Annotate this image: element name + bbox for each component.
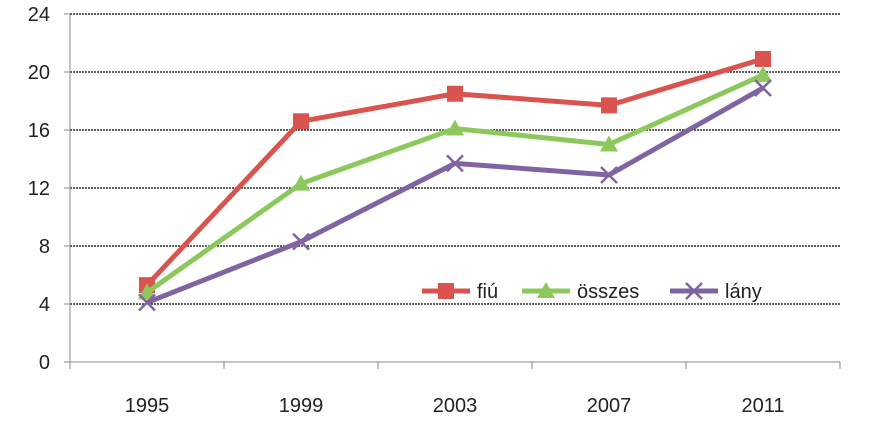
series-group bbox=[138, 50, 772, 312]
data-point bbox=[447, 85, 463, 102]
y-tick-label: 16 bbox=[28, 120, 50, 142]
y-tick-label: 0 bbox=[39, 352, 50, 374]
data-point bbox=[138, 283, 156, 300]
x-tick-label: 1999 bbox=[279, 395, 324, 417]
series-1 bbox=[138, 65, 772, 300]
legend-label: lány bbox=[725, 281, 762, 303]
series-2 bbox=[138, 79, 772, 312]
y-tick-label: 20 bbox=[28, 62, 50, 84]
data-point bbox=[293, 113, 309, 130]
data-point bbox=[292, 232, 310, 251]
y-tick-label: 24 bbox=[28, 4, 50, 26]
data-point bbox=[600, 166, 618, 184]
x-axis: 1995 1999 2003 2007 2011 bbox=[69, 361, 841, 417]
data-point bbox=[755, 50, 771, 67]
legend: fiú összes lány bbox=[422, 281, 762, 303]
y-tick-label: 4 bbox=[39, 294, 50, 316]
legend-marker bbox=[685, 282, 703, 300]
data-point bbox=[138, 293, 156, 312]
x-tick-label: 1995 bbox=[125, 395, 170, 417]
data-point bbox=[600, 135, 618, 152]
data-point bbox=[446, 154, 464, 173]
legend-label: fiú bbox=[477, 281, 498, 303]
legend-item: összes bbox=[522, 281, 639, 303]
y-tick-label: 12 bbox=[28, 178, 50, 200]
x-tick-label: 2007 bbox=[587, 395, 632, 417]
y-axis: 0 4 8 12 16 20 24 bbox=[28, 4, 71, 374]
series-0 bbox=[139, 50, 771, 294]
x-tick-label: 2011 bbox=[741, 395, 784, 417]
legend-marker bbox=[438, 283, 454, 299]
x-tick-label: 2003 bbox=[433, 395, 478, 417]
legend-item: fiú bbox=[422, 281, 498, 303]
data-point bbox=[292, 174, 310, 191]
data-point bbox=[601, 97, 617, 114]
data-point bbox=[754, 65, 772, 82]
legend-item: lány bbox=[670, 281, 762, 303]
legend-label: összes bbox=[577, 281, 639, 303]
y-tick-label: 8 bbox=[39, 236, 50, 258]
data-point bbox=[446, 119, 464, 136]
data-point bbox=[754, 79, 772, 97]
legend-marker bbox=[537, 282, 555, 298]
gridlines bbox=[70, 13, 840, 305]
